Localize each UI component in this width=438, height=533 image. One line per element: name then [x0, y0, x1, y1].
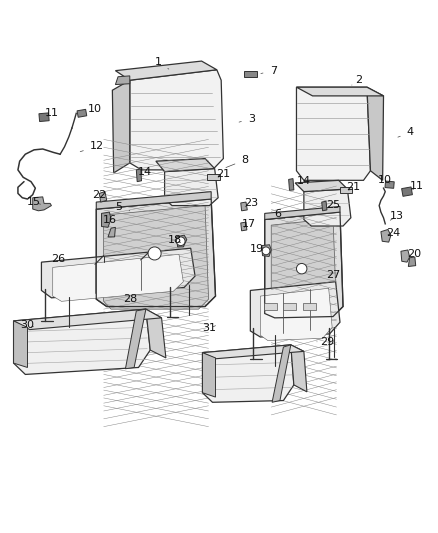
Polygon shape: [297, 87, 371, 180]
Text: 12: 12: [80, 141, 104, 152]
Text: 26: 26: [51, 254, 65, 264]
Polygon shape: [96, 199, 215, 306]
Polygon shape: [14, 309, 150, 375]
Polygon shape: [408, 257, 416, 266]
Bar: [283, 303, 297, 310]
Circle shape: [297, 263, 307, 274]
Text: 30: 30: [21, 320, 35, 330]
Text: 11: 11: [44, 108, 58, 118]
Polygon shape: [272, 345, 291, 402]
Text: 27: 27: [326, 270, 340, 280]
Polygon shape: [322, 201, 327, 211]
Text: 20: 20: [407, 249, 421, 260]
Text: 8: 8: [226, 155, 249, 167]
Polygon shape: [116, 76, 130, 85]
Bar: [303, 303, 316, 310]
Polygon shape: [265, 206, 340, 220]
Text: 23: 23: [244, 198, 258, 208]
Polygon shape: [14, 321, 28, 367]
Text: 31: 31: [202, 324, 216, 333]
Polygon shape: [241, 222, 247, 231]
Polygon shape: [271, 219, 336, 321]
Polygon shape: [130, 70, 223, 170]
Polygon shape: [202, 345, 294, 402]
Text: 19: 19: [250, 244, 265, 254]
Polygon shape: [33, 197, 51, 211]
Text: 25: 25: [326, 200, 340, 209]
Polygon shape: [96, 192, 211, 209]
Text: 29: 29: [317, 337, 334, 347]
Text: 4: 4: [398, 127, 414, 138]
Text: 13: 13: [389, 212, 403, 221]
Polygon shape: [251, 282, 340, 337]
Text: 21: 21: [216, 169, 230, 179]
Circle shape: [262, 247, 270, 255]
Polygon shape: [202, 345, 304, 359]
Text: 7: 7: [261, 66, 277, 76]
Bar: [402, 187, 413, 196]
Circle shape: [177, 237, 185, 246]
Bar: [77, 109, 87, 117]
Text: 15: 15: [27, 197, 41, 207]
Polygon shape: [367, 87, 384, 180]
Polygon shape: [202, 353, 215, 397]
Polygon shape: [116, 61, 217, 80]
Polygon shape: [265, 212, 343, 318]
Polygon shape: [297, 87, 384, 96]
Text: 18: 18: [168, 235, 182, 245]
Text: 14: 14: [138, 167, 152, 176]
Polygon shape: [289, 179, 294, 190]
Polygon shape: [42, 248, 195, 298]
Polygon shape: [241, 202, 247, 211]
Polygon shape: [295, 180, 347, 192]
Polygon shape: [146, 309, 166, 358]
Bar: [340, 187, 352, 193]
Circle shape: [148, 247, 161, 260]
Polygon shape: [14, 309, 162, 329]
Text: 1: 1: [155, 57, 169, 69]
Polygon shape: [113, 80, 130, 173]
Text: 24: 24: [386, 229, 400, 238]
Bar: [244, 71, 257, 77]
Text: 28: 28: [123, 294, 137, 304]
Polygon shape: [304, 189, 351, 226]
Text: 10: 10: [88, 103, 102, 114]
Polygon shape: [104, 206, 208, 309]
Polygon shape: [291, 345, 307, 392]
Polygon shape: [136, 169, 141, 182]
Text: 2: 2: [352, 75, 362, 85]
Bar: [39, 113, 49, 122]
Text: 22: 22: [92, 190, 106, 200]
Polygon shape: [177, 235, 187, 247]
Text: 21: 21: [346, 182, 360, 192]
Polygon shape: [261, 245, 271, 256]
Bar: [207, 174, 220, 180]
Polygon shape: [381, 230, 391, 242]
Bar: [385, 181, 394, 188]
Text: 14: 14: [294, 176, 311, 186]
Polygon shape: [125, 309, 146, 369]
Polygon shape: [53, 254, 184, 301]
Text: 17: 17: [241, 219, 256, 229]
Polygon shape: [165, 168, 218, 206]
Polygon shape: [156, 158, 215, 172]
Polygon shape: [260, 288, 332, 341]
Polygon shape: [99, 192, 107, 202]
Text: 10: 10: [378, 175, 392, 185]
Text: 16: 16: [103, 215, 117, 225]
Text: 3: 3: [239, 114, 255, 124]
Polygon shape: [102, 212, 111, 228]
Polygon shape: [401, 250, 410, 262]
Text: 6: 6: [274, 209, 284, 219]
Bar: [264, 303, 277, 310]
Text: 11: 11: [410, 181, 424, 191]
Polygon shape: [108, 228, 116, 237]
Text: 5: 5: [115, 202, 130, 212]
